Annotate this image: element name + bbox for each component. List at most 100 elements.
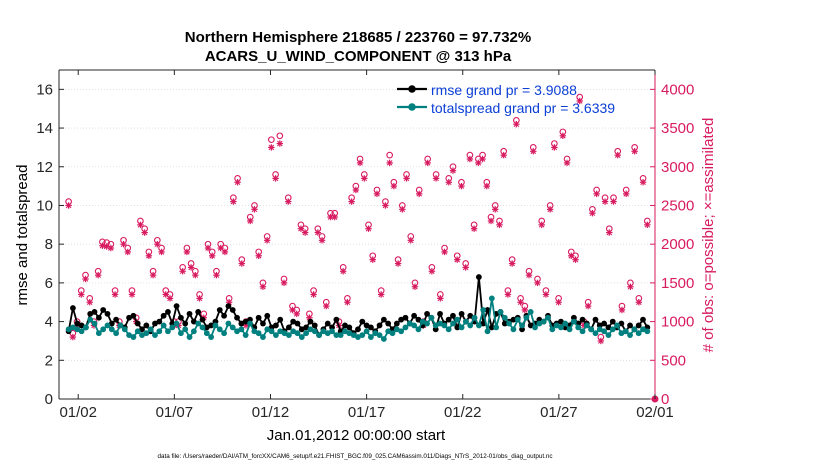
y-right-tick-label: 1500 xyxy=(661,275,694,292)
totalspread-point xyxy=(169,324,176,331)
obs-assimilated-stroke xyxy=(247,218,254,224)
obs-assimilated-stroke xyxy=(538,222,545,228)
totalspread-point xyxy=(311,328,318,335)
obs-assimilated-stroke xyxy=(619,307,625,313)
obs-assimilated-stroke xyxy=(644,222,651,228)
obs-assimilated-stroke xyxy=(631,148,638,155)
obs-assimilated-point xyxy=(361,175,368,182)
totalspread-point xyxy=(622,328,629,335)
obs-assimilated-stroke xyxy=(213,272,220,278)
obs-assimilated-stroke xyxy=(395,260,401,267)
obs-assimilated-point xyxy=(352,186,360,194)
totalspread-point xyxy=(298,334,305,340)
obs-assimilated-stroke xyxy=(154,241,161,247)
obs-assimilated-point xyxy=(154,240,161,248)
y-left-tick-label: 14 xyxy=(36,120,53,137)
totalspread-point xyxy=(562,320,569,327)
rmse-point xyxy=(510,316,517,323)
obs-assimilated-stroke xyxy=(378,291,384,298)
totalspread-point xyxy=(225,320,232,327)
obs-assimilated-stroke xyxy=(412,283,418,290)
legend-rmse-marker xyxy=(408,85,416,93)
totalspread-point xyxy=(406,320,413,327)
rmse-point xyxy=(415,316,422,323)
obs-assimilated-point xyxy=(158,248,165,256)
totalspread-point xyxy=(501,314,508,321)
totalspread-point xyxy=(488,295,495,302)
rmse-point xyxy=(601,320,608,327)
rmse-point xyxy=(307,318,314,325)
obs-assimilated-stroke xyxy=(606,229,613,236)
totalspread-point xyxy=(640,326,646,333)
obs-assimilated-point xyxy=(145,252,153,259)
obs-assimilated-stroke xyxy=(534,280,541,286)
totalspread-point xyxy=(139,332,145,339)
obs-assimilated-point xyxy=(546,206,554,213)
obs-assimilated-point xyxy=(263,237,271,244)
obs-assimilated-stroke xyxy=(369,256,376,263)
totalspread-point xyxy=(480,307,487,313)
totalspread-point xyxy=(596,326,603,333)
obs-assimilated-point xyxy=(496,221,503,229)
obs-assimilated-point xyxy=(487,217,495,225)
rmse-point xyxy=(104,310,111,317)
obs-assimilated-point xyxy=(437,295,444,302)
totalspread-point xyxy=(385,328,392,335)
obs-assimilated-point xyxy=(230,198,237,205)
totalspread-point xyxy=(575,324,582,331)
rmse-point xyxy=(618,320,625,327)
obs-assimilated-stroke xyxy=(560,133,566,139)
rmse-point xyxy=(177,314,184,321)
obs-assimilated-stroke xyxy=(315,229,321,236)
totalspread-point xyxy=(566,326,573,333)
rmse-point xyxy=(342,322,348,329)
obs-assimilated-point xyxy=(314,229,322,236)
obs-assimilated-stroke xyxy=(99,242,106,249)
totalspread-point xyxy=(294,330,301,337)
obs-assimilated-point xyxy=(445,179,452,186)
rmse-point xyxy=(199,316,206,323)
rmse-point xyxy=(273,322,279,329)
totalspread-point xyxy=(268,328,275,335)
rmse-point xyxy=(303,324,310,331)
x-tick-label: 01/27 xyxy=(540,404,578,421)
obs-assimilated-stroke xyxy=(158,249,165,255)
obs-assimilated-stroke xyxy=(484,183,490,189)
totalspread-point xyxy=(130,334,137,340)
obs-assimilated-stroke xyxy=(433,175,439,182)
rmse-point xyxy=(458,310,465,317)
obs-assimilated-stroke xyxy=(293,311,300,317)
rmse-point xyxy=(143,322,150,329)
obs-assimilated-stroke xyxy=(361,175,368,182)
totalspread-point xyxy=(104,322,111,329)
obs-assimilated-point xyxy=(348,198,355,205)
obs-assimilated-point xyxy=(238,260,245,267)
obs-assimilated-point xyxy=(542,291,550,298)
obs-assimilated-stroke xyxy=(458,183,465,189)
y-left-tick-label: 8 xyxy=(45,236,53,253)
totalspread-point xyxy=(583,322,590,329)
totalspread-point xyxy=(290,328,297,335)
rmse-point xyxy=(558,318,564,325)
totalspread-point xyxy=(376,332,383,339)
obs-assimilated-point xyxy=(407,237,414,244)
obs-assimilated-stroke xyxy=(129,291,135,298)
rmse-point xyxy=(454,324,461,331)
rmse-point xyxy=(190,318,197,325)
rmse-point xyxy=(208,322,215,329)
totalspread-point xyxy=(627,332,633,339)
obs-assimilated-point xyxy=(534,279,541,287)
y-right-tick-label: 3500 xyxy=(661,120,694,137)
obs-assimilated-point xyxy=(475,159,482,167)
obs-assimilated-point xyxy=(149,271,157,279)
rmse-point xyxy=(324,320,331,327)
obs-assimilated-stroke xyxy=(348,198,355,205)
obs-assimilated-point xyxy=(124,248,131,256)
y-right-tick-label: 4000 xyxy=(661,81,694,98)
obs-assimilated-stroke xyxy=(95,272,101,278)
totalspread-point xyxy=(463,318,469,325)
obs-assimilated-stroke xyxy=(636,299,642,306)
totalspread-point xyxy=(441,322,448,329)
totalspread-point xyxy=(355,334,361,340)
obs-assimilated-point xyxy=(86,299,93,306)
